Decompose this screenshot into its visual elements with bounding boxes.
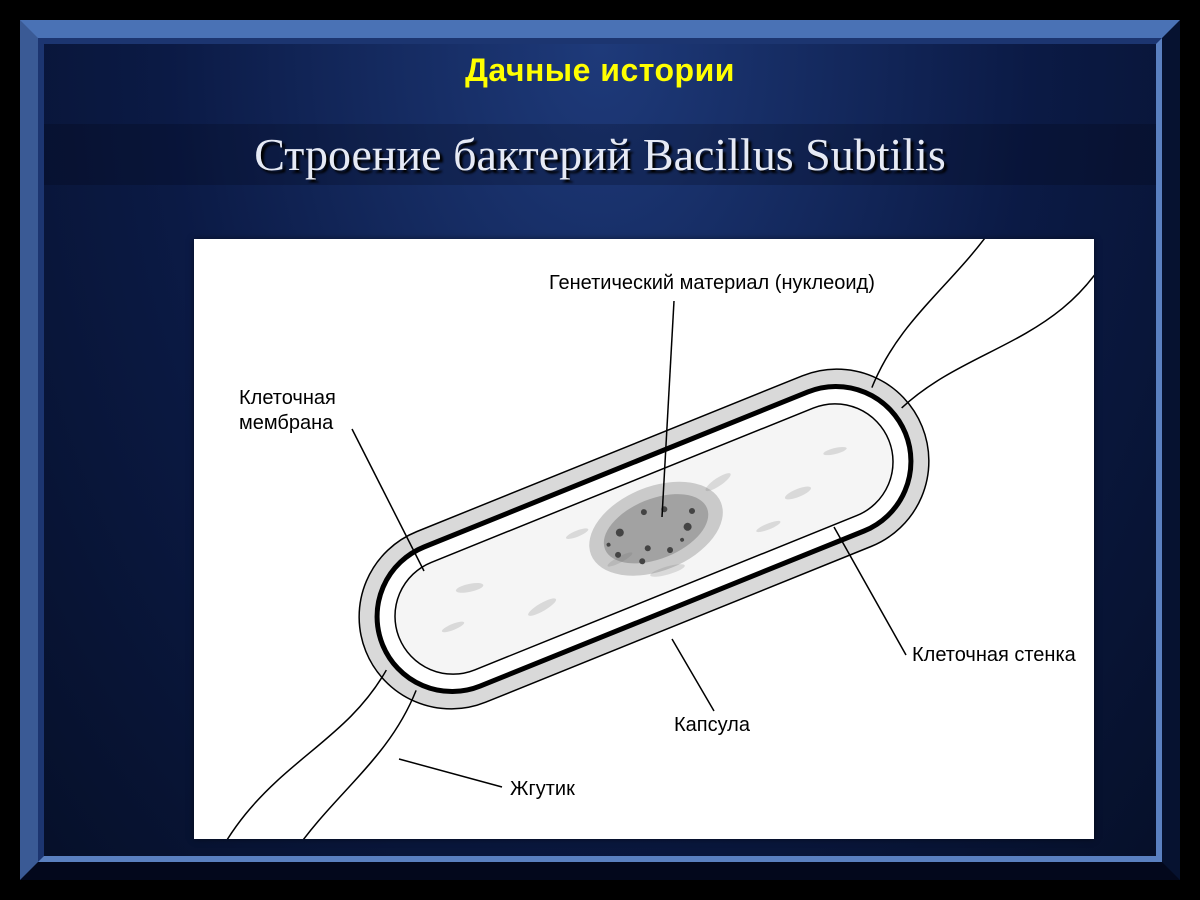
bacteria-diagram: Генетический материал (нуклеоид) Клеточн… (194, 239, 1094, 839)
label-flagellum: Жгутик (510, 778, 575, 800)
slide-bevel-outer: Дачные истории Строение бактерий Bacillu… (20, 20, 1180, 880)
leader-flagellum (399, 759, 502, 787)
slide-title: Строение бактерий Bacillus Subtilis (44, 124, 1156, 185)
label-cell-membrane-l1: Клеточная (239, 387, 336, 409)
label-capsule: Капсула (674, 714, 751, 736)
label-genetic-material: Генетический материал (нуклеоид) (549, 272, 875, 294)
slide-bevel-inner: Дачные истории Строение бактерий Bacillu… (38, 38, 1162, 862)
watermark-text: Дачные истории (44, 52, 1156, 89)
leader-capsule (672, 639, 714, 711)
label-cell-membrane-l2: мембрана (239, 412, 334, 434)
label-cell-wall: Клеточная стенка (912, 644, 1077, 666)
presentation-slide: Дачные истории Строение бактерий Bacillu… (0, 0, 1200, 900)
